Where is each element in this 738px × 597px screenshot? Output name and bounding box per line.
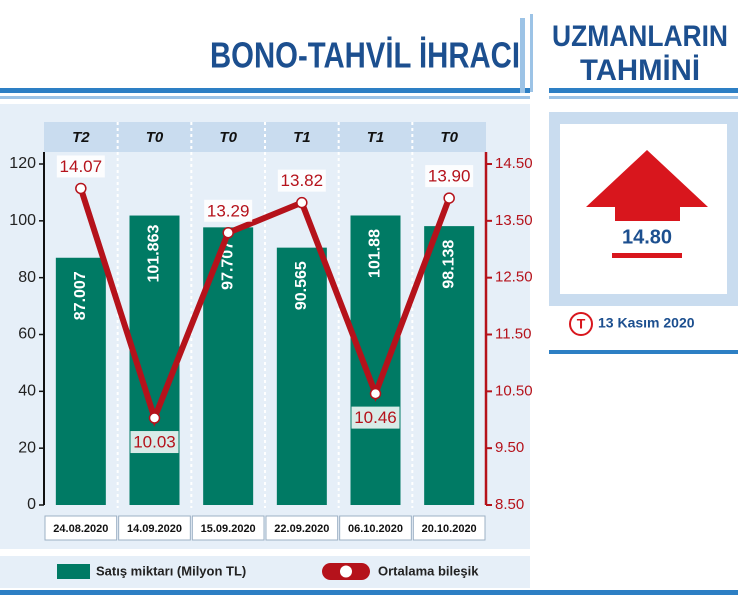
data-label: 87.007 bbox=[72, 271, 89, 320]
column-header: T1 bbox=[367, 129, 385, 146]
data-label-box bbox=[56, 155, 105, 178]
y-tick-label: 60 bbox=[18, 326, 36, 343]
x-tick-label: 06.10.2020 bbox=[348, 523, 403, 535]
legend-label: Ortalama bileşik bbox=[378, 563, 479, 578]
marker bbox=[369, 387, 382, 400]
rule bbox=[0, 88, 530, 93]
y2-tick-label: 14.50 bbox=[495, 155, 533, 172]
x-tick-label: 14.09.2020 bbox=[127, 523, 182, 535]
rule bbox=[0, 590, 738, 595]
data-label: 13.29 bbox=[207, 201, 250, 220]
x-tick-label: 22.09.2020 bbox=[274, 523, 329, 535]
rule bbox=[0, 96, 530, 99]
data-label: 13.82 bbox=[281, 171, 324, 190]
data-label: 14.07 bbox=[60, 157, 103, 176]
marker bbox=[75, 182, 87, 195]
date-cell bbox=[412, 515, 486, 541]
plot: T2 24.08.2020 T0 14.09.2020 T0 15.09.2020 T1 22… bbox=[9, 122, 533, 541]
marker bbox=[222, 227, 234, 239]
panel-title: TAHMİNİ bbox=[580, 54, 700, 87]
x-tick-label: 20.10.2020 bbox=[422, 523, 477, 535]
line bbox=[77, 187, 452, 427]
y-tick-label: 20 bbox=[18, 439, 36, 456]
bar bbox=[55, 257, 106, 505]
y2-tick-label: 10.50 bbox=[495, 382, 533, 399]
y-tick-label: 80 bbox=[18, 269, 36, 286]
data-label: 97.707 bbox=[219, 241, 236, 290]
forecast-underline bbox=[612, 253, 682, 258]
data-label: 98.138 bbox=[440, 240, 457, 289]
data-label: 10.46 bbox=[354, 408, 397, 427]
panel-title: UZMANLARIN bbox=[552, 20, 728, 53]
data-label: 101.88 bbox=[367, 229, 384, 278]
rule bbox=[549, 350, 738, 354]
date-cell bbox=[44, 515, 118, 541]
data-label-box bbox=[204, 199, 253, 222]
y2-tick-label: 8.50 bbox=[495, 496, 524, 513]
date-cell bbox=[339, 515, 412, 541]
column-header: T2 bbox=[72, 129, 90, 146]
date-cell bbox=[118, 515, 191, 541]
y2-tick-label: 9.50 bbox=[495, 439, 524, 456]
column-header: T0 bbox=[146, 129, 164, 146]
data-label-box bbox=[351, 406, 400, 429]
marker bbox=[443, 192, 455, 204]
data-label-box bbox=[130, 431, 179, 454]
logo bbox=[569, 312, 593, 336]
up-arrow bbox=[586, 150, 708, 221]
y-tick-label: 100 bbox=[9, 212, 36, 229]
chart-title: BONO-TAHVİL İHRACI bbox=[210, 35, 520, 76]
marker bbox=[296, 196, 308, 209]
date-cell bbox=[265, 515, 339, 541]
forecast-value: 14.80 bbox=[622, 226, 672, 248]
data-label: 13.90 bbox=[428, 167, 471, 186]
y2-tick-label: 12.50 bbox=[495, 269, 533, 286]
bar bbox=[350, 215, 401, 505]
x-tick-label: 15.09.2020 bbox=[201, 523, 256, 535]
data-label-box bbox=[277, 169, 326, 192]
bar bbox=[424, 226, 475, 505]
column-header: T0 bbox=[219, 129, 237, 146]
marker bbox=[148, 412, 161, 424]
rule bbox=[530, 14, 533, 92]
legend-label: Satış miktarı (Milyon TL) bbox=[96, 563, 246, 578]
legend-swatch-bar bbox=[57, 564, 90, 579]
rule bbox=[520, 18, 525, 93]
y2-tick-label: 11.50 bbox=[495, 325, 531, 342]
panel-date: 13 Kasım 2020 bbox=[598, 315, 695, 331]
logo-letter: T bbox=[577, 316, 586, 332]
rule bbox=[549, 96, 738, 99]
data-label: 90.565 bbox=[293, 261, 310, 310]
data-label: 10.03 bbox=[133, 433, 176, 452]
bar bbox=[276, 247, 327, 505]
rule bbox=[549, 88, 738, 93]
y-tick-label: 0 bbox=[27, 496, 36, 513]
legend-swatch-marker bbox=[340, 565, 352, 578]
y2-tick-label: 13.50 bbox=[495, 212, 533, 229]
column-header: T1 bbox=[293, 129, 311, 146]
y-tick-label: 120 bbox=[9, 155, 36, 172]
y-tick-label: 40 bbox=[18, 383, 36, 400]
date-cell bbox=[191, 515, 265, 541]
x-tick-label: 24.08.2020 bbox=[53, 523, 108, 535]
data-label: 101.863 bbox=[146, 225, 163, 283]
column-header: T0 bbox=[440, 129, 458, 146]
data-label-box bbox=[425, 165, 474, 188]
